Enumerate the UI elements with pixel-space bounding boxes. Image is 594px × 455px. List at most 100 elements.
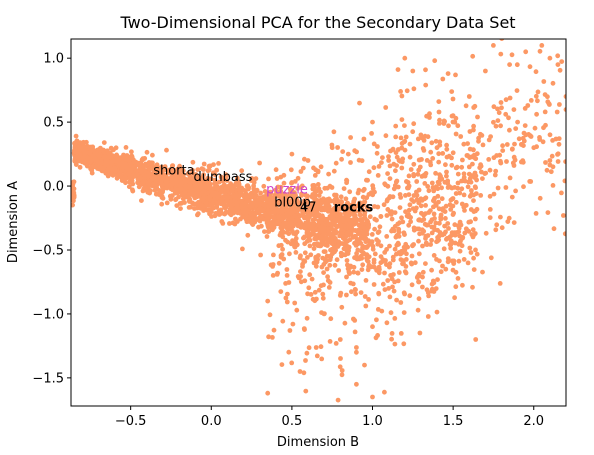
- data-point: [431, 289, 437, 294]
- data-point: [344, 292, 349, 298]
- data-point: [223, 172, 229, 178]
- data-point: [499, 225, 505, 231]
- data-point: [332, 249, 337, 255]
- data-point: [289, 360, 295, 366]
- data-point: [486, 157, 492, 162]
- data-point: [350, 234, 356, 240]
- data-point: [450, 113, 456, 119]
- data-point: [384, 234, 390, 239]
- data-point: [557, 102, 562, 107]
- data-point: [266, 176, 271, 182]
- data-point: [171, 167, 177, 173]
- data-point: [500, 143, 505, 149]
- data-point: [443, 216, 448, 221]
- data-point: [110, 158, 116, 164]
- data-point: [307, 272, 313, 278]
- data-point: [370, 324, 375, 330]
- data-point: [389, 216, 395, 222]
- data-point: [272, 209, 278, 215]
- data-point: [137, 176, 143, 181]
- data-point: [392, 341, 398, 347]
- data-point: [346, 232, 352, 238]
- data-point: [251, 183, 256, 189]
- data-point: [406, 173, 412, 179]
- data-point: [306, 345, 312, 351]
- data-point: [374, 237, 380, 243]
- annotation-47: 47: [300, 201, 317, 216]
- data-point: [470, 53, 476, 59]
- data-point: [562, 178, 566, 184]
- data-point: [559, 190, 564, 196]
- data-point: [557, 67, 563, 73]
- data-point: [73, 133, 79, 139]
- data-point: [327, 280, 333, 285]
- data-point: [415, 307, 421, 313]
- data-point: [158, 174, 164, 180]
- data-point: [411, 173, 417, 179]
- data-point: [280, 246, 285, 252]
- x-tick-label: −0.5: [115, 414, 147, 429]
- data-point: [362, 362, 367, 368]
- data-point: [183, 183, 189, 188]
- data-point: [428, 242, 433, 247]
- y-tick-label: 0.5: [43, 116, 64, 131]
- data-point: [542, 92, 548, 97]
- data-point: [409, 282, 415, 288]
- data-point: [261, 183, 267, 189]
- data-point: [392, 246, 398, 252]
- data-point: [406, 192, 412, 198]
- data-point: [151, 174, 157, 180]
- data-point: [519, 159, 524, 165]
- data-point: [181, 190, 187, 196]
- data-point: [398, 195, 404, 200]
- data-point: [241, 187, 247, 193]
- data-point: [199, 184, 205, 190]
- data-point: [436, 206, 442, 212]
- data-point: [313, 345, 319, 350]
- data-point: [173, 180, 179, 186]
- data-point: [215, 202, 220, 208]
- data-point: [277, 199, 283, 205]
- data-point: [359, 255, 365, 261]
- data-point: [326, 171, 331, 177]
- data-point: [555, 159, 561, 164]
- data-point: [392, 279, 397, 285]
- data-point: [390, 147, 396, 153]
- data-point: [444, 236, 450, 241]
- data-point: [279, 362, 285, 367]
- data-point: [503, 97, 509, 103]
- data-point: [473, 337, 479, 342]
- data-point: [84, 139, 89, 145]
- data-point: [348, 135, 353, 140]
- data-point: [450, 150, 456, 156]
- data-point: [436, 151, 442, 157]
- data-point: [267, 312, 273, 318]
- data-point: [181, 172, 186, 178]
- data-point: [333, 205, 339, 210]
- data-point: [227, 221, 232, 226]
- data-point: [488, 134, 493, 140]
- data-point: [444, 146, 450, 152]
- data-point: [323, 206, 329, 212]
- data-point: [367, 214, 373, 220]
- data-point: [288, 167, 294, 173]
- data-point: [375, 307, 381, 312]
- data-point: [126, 158, 132, 164]
- data-point: [382, 287, 388, 292]
- data-point: [423, 261, 428, 266]
- data-point: [511, 163, 517, 168]
- data-point: [320, 291, 326, 297]
- data-point: [328, 247, 333, 253]
- data-point: [409, 261, 415, 267]
- data-point: [456, 258, 462, 264]
- data-point: [399, 93, 405, 99]
- data-point: [409, 197, 414, 203]
- data-point: [391, 228, 397, 234]
- data-point: [469, 173, 474, 179]
- data-point: [235, 210, 241, 216]
- data-point: [419, 174, 425, 179]
- data-point: [371, 257, 377, 263]
- data-point: [375, 144, 380, 149]
- y-tick-label: 0.0: [43, 180, 64, 195]
- data-point: [265, 199, 271, 204]
